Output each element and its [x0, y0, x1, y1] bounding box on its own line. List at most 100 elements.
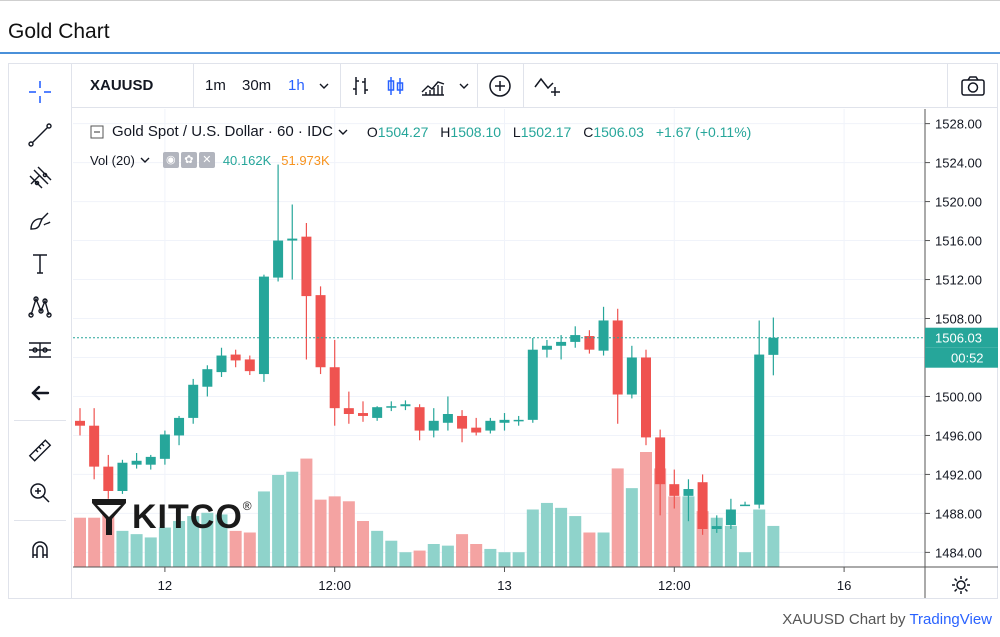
chevron-down-icon[interactable]	[139, 156, 151, 164]
candle-body	[442, 414, 453, 423]
candle	[754, 320, 765, 509]
volume-bar	[187, 516, 200, 567]
chart-area[interactable]: 1484.00 1488.00 1492.00 1496.00 1500.00 1504.…	[73, 109, 998, 603]
crosshair-icon[interactable]	[22, 75, 58, 109]
volume-bar	[144, 537, 157, 567]
chart-legend: Gold Spot / U.S. Dollar · 60 · IDC O1504…	[90, 123, 751, 140]
eye-icon[interactable]: ◉	[162, 152, 179, 168]
price-chart[interactable]: 1484.00 1488.00 1492.00 1496.00 1500.00 1504.…	[73, 109, 998, 598]
candle	[641, 349, 651, 446]
y-tick-label: 1512.00	[935, 273, 982, 288]
candle	[768, 317, 779, 376]
y-tick-label: 1516.00	[935, 234, 982, 249]
candle	[216, 347, 227, 377]
close-icon[interactable]: ✕	[198, 152, 215, 168]
candle	[697, 474, 708, 535]
candle-body	[301, 236, 312, 297]
settings-icon[interactable]: ✿	[180, 152, 197, 168]
candle-body	[159, 434, 170, 459]
candle-body	[457, 415, 468, 429]
candle-body	[513, 419, 524, 422]
candle	[202, 365, 213, 397]
toolbar-divider	[193, 63, 194, 108]
timeframe-1h[interactable]: 1h	[288, 77, 305, 94]
compare-icon[interactable]	[533, 63, 561, 108]
candle-body	[471, 427, 482, 433]
bar-chart-type-icon[interactable]	[350, 63, 372, 108]
timeframe-30m[interactable]: 30m	[242, 77, 272, 94]
candle	[174, 415, 185, 446]
trend-line-icon[interactable]	[22, 118, 58, 152]
volume-bar	[682, 496, 695, 567]
y-tick-label: 1524.00	[935, 156, 982, 171]
volume-bar	[569, 516, 582, 567]
countdown-tag	[925, 347, 998, 368]
toolbar-divider	[477, 63, 478, 108]
current-price-tag	[925, 327, 998, 348]
candle	[230, 349, 241, 368]
candle	[527, 338, 538, 423]
candle	[655, 429, 666, 516]
text-tool-icon[interactable]	[22, 247, 58, 281]
back-arrow-icon[interactable]	[22, 376, 58, 410]
ruler-icon[interactable]	[22, 433, 58, 467]
ohlc-readout: O1504.27 H1508.10 L1502.17 C1506.03 +1.6…	[367, 124, 751, 140]
x-tick-label: 16	[837, 578, 851, 593]
candle	[683, 479, 694, 522]
candle-body	[754, 354, 765, 505]
add-indicator-icon[interactable]	[487, 63, 513, 108]
close-value: 1506.03	[593, 123, 644, 140]
volume-bar	[640, 452, 652, 567]
tradingview-link[interactable]: TradingView	[909, 611, 992, 628]
instrument-title: Gold Spot / U.S. Dollar · 60 · IDC	[112, 123, 333, 140]
candle-body	[372, 407, 383, 418]
collapse-icon[interactable]	[90, 125, 104, 139]
volume-bar	[654, 468, 667, 567]
fib-retracement-icon[interactable]	[22, 161, 58, 195]
volume-bar	[413, 550, 426, 567]
candle	[315, 286, 326, 375]
brush-icon[interactable]	[22, 204, 58, 238]
prediction-measure-icon[interactable]	[22, 333, 58, 367]
magnet-icon[interactable]	[22, 533, 58, 567]
candle	[428, 408, 439, 438]
chart-type-dropdown[interactable]	[458, 63, 470, 108]
candle-body	[400, 404, 411, 407]
x-tick-label: 12:00	[318, 578, 351, 593]
volume-bar	[74, 517, 86, 567]
zoom-in-icon[interactable]	[22, 476, 58, 510]
timeframe-dropdown[interactable]	[318, 63, 330, 108]
volume-bar	[215, 514, 228, 567]
top-toolbar: XAUUSD 1m 30m 1h	[72, 63, 998, 108]
candle	[372, 406, 383, 421]
volume-bar	[88, 517, 101, 567]
gear-icon[interactable]	[949, 573, 973, 597]
candle-body	[287, 238, 298, 241]
candle	[103, 454, 114, 499]
candle-body	[570, 335, 581, 342]
chevron-down-icon	[319, 83, 329, 89]
y-tick-label: 1508.00	[935, 312, 982, 327]
volume-bar	[300, 458, 313, 567]
candle	[301, 223, 312, 360]
kitco-logo: KITCO ®	[90, 497, 252, 537]
pattern-icon[interactable]	[22, 290, 58, 324]
volume-value-1: 40.162K	[222, 152, 272, 168]
volume-bar	[399, 552, 412, 567]
timeframe-1m[interactable]: 1m	[205, 77, 226, 94]
toolbar-divider	[947, 63, 948, 108]
candle-body	[641, 357, 651, 438]
chevron-down-icon[interactable]	[337, 128, 349, 136]
area-chart-type-icon[interactable]	[420, 63, 446, 108]
y-tick-label: 1496.00	[935, 428, 982, 443]
title-underline	[0, 52, 1000, 54]
kitco-logo-mark	[92, 499, 126, 535]
candle-body	[428, 420, 439, 431]
candle	[513, 415, 524, 426]
camera-icon[interactable]	[960, 63, 986, 108]
candle	[711, 515, 722, 533]
volume-bar	[625, 488, 638, 567]
candle-body	[89, 425, 100, 467]
symbol-search[interactable]: XAUUSD	[90, 77, 154, 94]
candle-chart-type-icon[interactable]	[385, 63, 407, 108]
